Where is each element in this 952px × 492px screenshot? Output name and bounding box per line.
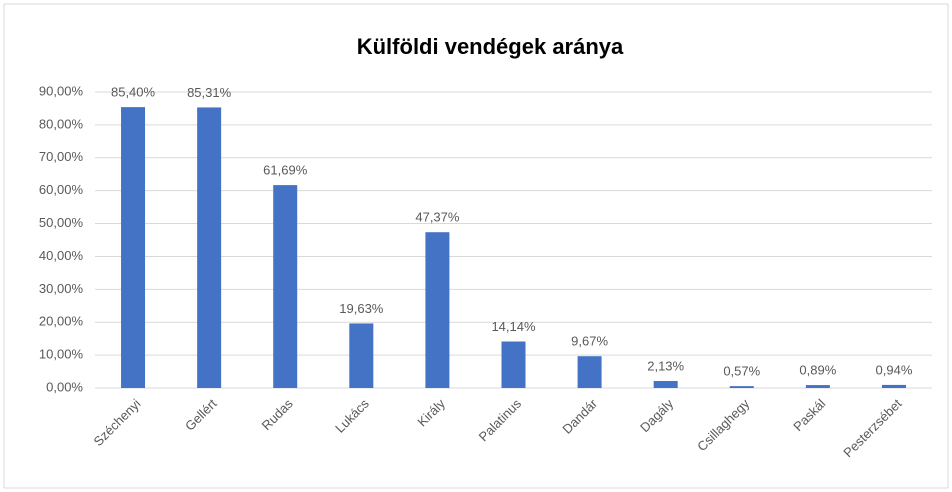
value-label: 61,69% xyxy=(263,163,308,178)
y-tick-label: 30,00% xyxy=(39,281,84,296)
value-label: 14,14% xyxy=(491,319,536,334)
bar xyxy=(197,107,222,388)
y-tick-label: 60,00% xyxy=(39,182,84,197)
bar xyxy=(349,323,374,388)
y-tick-label: 10,00% xyxy=(39,347,84,362)
y-tick-label: 90,00% xyxy=(39,83,84,98)
bar xyxy=(121,107,146,388)
value-label: 19,63% xyxy=(339,301,384,316)
bar xyxy=(501,341,526,388)
value-label: 85,40% xyxy=(111,85,156,100)
bar xyxy=(805,385,830,388)
value-label: 85,31% xyxy=(187,85,232,100)
value-label: 2,13% xyxy=(647,358,684,373)
value-label: 0,94% xyxy=(876,362,913,377)
bar xyxy=(273,185,298,388)
bar xyxy=(577,356,602,388)
chart-title: Külföldi vendégek aránya xyxy=(357,34,624,59)
y-tick-label: 20,00% xyxy=(39,314,84,329)
y-tick-label: 0,00% xyxy=(46,379,83,394)
value-label: 0,89% xyxy=(799,363,836,378)
value-label: 9,67% xyxy=(571,334,608,349)
bar xyxy=(653,380,678,388)
y-tick-label: 70,00% xyxy=(39,149,84,164)
chart-frame xyxy=(3,3,949,489)
y-tick-label: 80,00% xyxy=(39,116,84,131)
y-tick-label: 40,00% xyxy=(39,248,84,263)
bar xyxy=(729,386,754,388)
bar xyxy=(881,384,906,388)
value-label: 0,57% xyxy=(723,364,760,379)
value-label: 47,37% xyxy=(415,210,460,225)
bar xyxy=(425,232,450,388)
y-tick-label: 50,00% xyxy=(39,215,84,230)
